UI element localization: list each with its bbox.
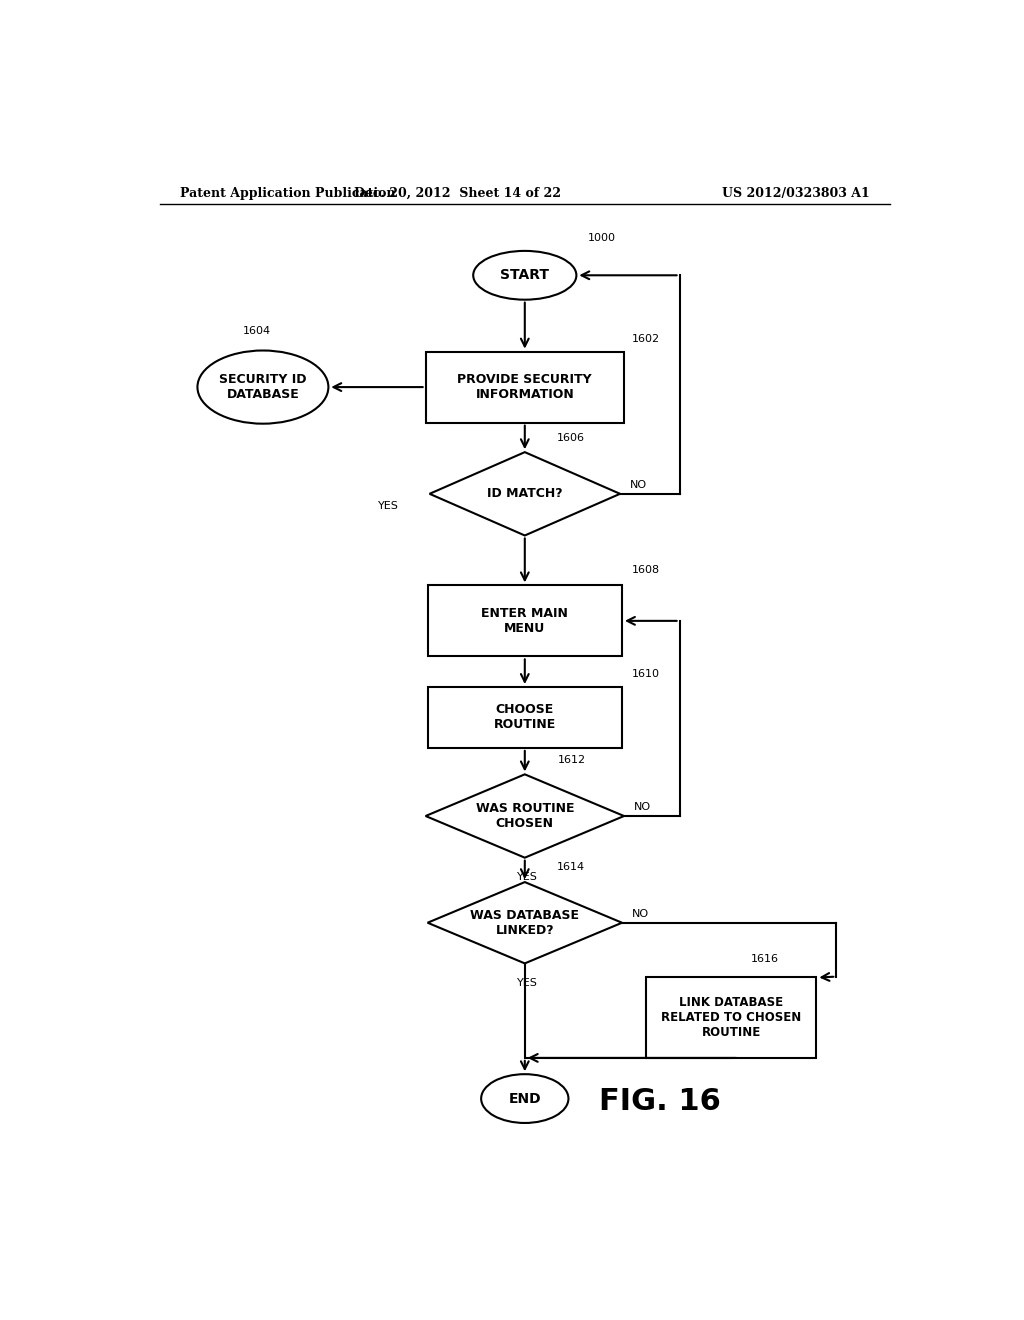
Text: US 2012/0323803 A1: US 2012/0323803 A1 [722, 187, 870, 199]
Text: LINK DATABASE
RELATED TO CHOSEN
ROUTINE: LINK DATABASE RELATED TO CHOSEN ROUTINE [662, 995, 801, 1039]
Text: NO: NO [630, 479, 647, 490]
Polygon shape [430, 453, 620, 536]
Text: YES: YES [517, 978, 538, 987]
Ellipse shape [473, 251, 577, 300]
Text: FIG. 16: FIG. 16 [599, 1088, 721, 1117]
Text: 1604: 1604 [243, 326, 271, 337]
Text: 1614: 1614 [557, 862, 585, 873]
Text: 1000: 1000 [588, 232, 616, 243]
Text: WAS ROUTINE
CHOSEN: WAS ROUTINE CHOSEN [475, 803, 574, 830]
Ellipse shape [198, 351, 329, 424]
FancyBboxPatch shape [646, 977, 816, 1057]
Text: YES: YES [517, 873, 538, 882]
Text: 1608: 1608 [632, 565, 660, 576]
Text: WAS DATABASE
LINKED?: WAS DATABASE LINKED? [470, 908, 580, 937]
Polygon shape [426, 775, 624, 858]
Text: END: END [509, 1092, 541, 1106]
Text: 1616: 1616 [751, 954, 779, 965]
Polygon shape [428, 882, 622, 964]
FancyBboxPatch shape [428, 585, 622, 656]
Text: 1602: 1602 [632, 334, 660, 345]
Text: YES: YES [378, 502, 399, 511]
FancyBboxPatch shape [426, 351, 624, 422]
Text: NO: NO [632, 908, 648, 919]
Text: NO: NO [634, 803, 650, 812]
Text: Dec. 20, 2012  Sheet 14 of 22: Dec. 20, 2012 Sheet 14 of 22 [354, 187, 561, 199]
Text: 1610: 1610 [632, 669, 659, 678]
Text: START: START [501, 268, 549, 282]
Text: 1606: 1606 [557, 433, 585, 444]
Text: SECURITY ID
DATABASE: SECURITY ID DATABASE [219, 374, 306, 401]
Text: PROVIDE SECURITY
INFORMATION: PROVIDE SECURITY INFORMATION [458, 374, 592, 401]
Text: Patent Application Publication: Patent Application Publication [179, 187, 395, 199]
Text: ID MATCH?: ID MATCH? [487, 487, 562, 500]
Text: ENTER MAIN
MENU: ENTER MAIN MENU [481, 607, 568, 635]
Text: 1612: 1612 [558, 755, 587, 766]
Ellipse shape [481, 1074, 568, 1123]
Text: CHOOSE
ROUTINE: CHOOSE ROUTINE [494, 704, 556, 731]
FancyBboxPatch shape [428, 686, 622, 748]
